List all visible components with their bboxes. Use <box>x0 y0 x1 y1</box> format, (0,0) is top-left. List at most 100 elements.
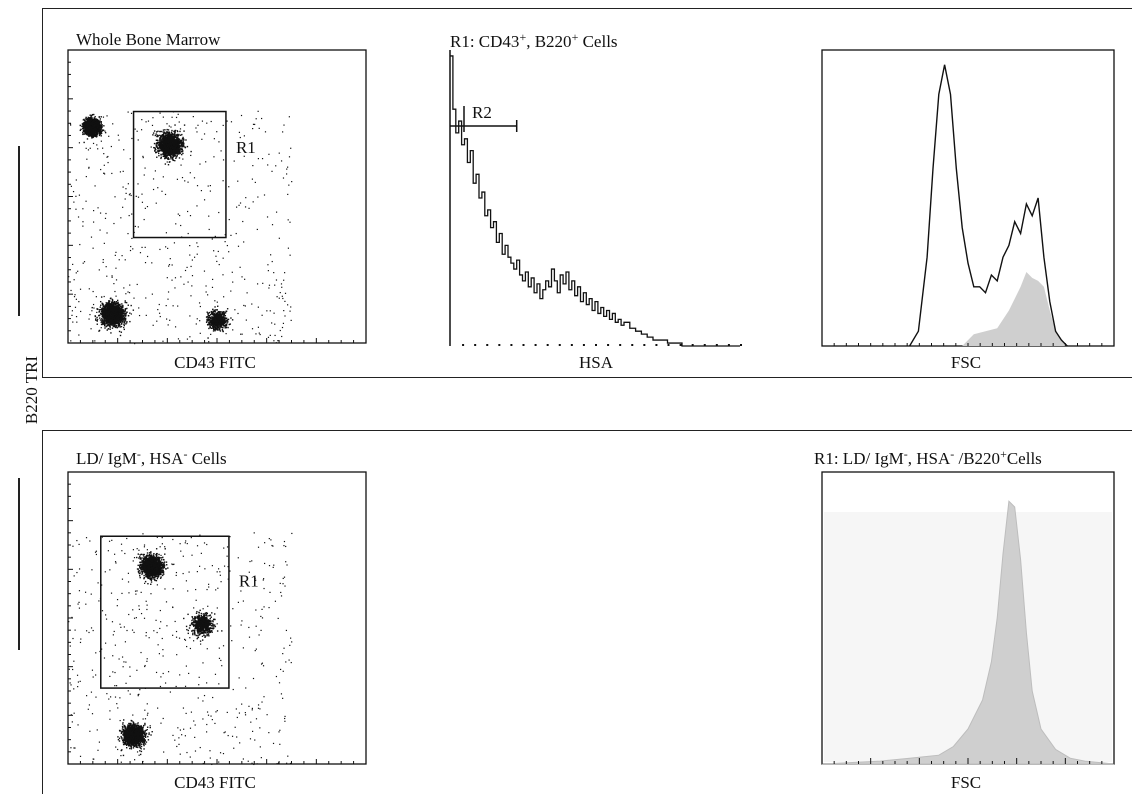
plot1-event <box>85 133 88 136</box>
plot1-event <box>89 114 91 116</box>
plot1-event <box>159 146 161 148</box>
plot1-event <box>87 127 90 129</box>
plot1-event <box>173 154 176 156</box>
plot1-event <box>170 143 172 145</box>
plot1-event <box>165 156 168 159</box>
plot1-event <box>175 156 178 158</box>
plot1-event <box>99 130 101 133</box>
plot1-event <box>171 141 174 144</box>
plot1-event <box>154 147 156 150</box>
plot1-event <box>92 135 95 137</box>
plot1-event <box>160 130 162 133</box>
plot1-event <box>167 163 170 166</box>
plot1-event <box>169 140 171 142</box>
plot1-event <box>98 134 101 137</box>
plot1-event <box>158 154 160 157</box>
plot1-event <box>169 152 171 154</box>
plot1-event <box>172 155 175 157</box>
plot1-event <box>169 139 172 141</box>
plot1-event <box>91 132 93 134</box>
plot1-event <box>171 129 173 132</box>
plot1-event <box>98 133 101 135</box>
plot1-event <box>126 307 128 310</box>
plot1-event <box>165 143 168 145</box>
plot1-event <box>161 135 163 137</box>
plot1-event <box>163 137 165 139</box>
plot1-event <box>173 142 176 144</box>
plot1-event <box>177 145 180 147</box>
plot1-events <box>68 110 293 345</box>
plot1-event <box>173 153 176 155</box>
plot1-event <box>103 321 105 323</box>
plot1-event <box>89 129 92 131</box>
plot1-event <box>87 134 89 136</box>
plot1-event <box>84 120 87 123</box>
plot1-event <box>94 133 97 136</box>
plot1-event <box>162 155 164 157</box>
plot1-event <box>173 142 176 145</box>
plot1-event <box>101 309 103 312</box>
plot1-event <box>164 136 166 139</box>
plot1-event <box>98 314 100 317</box>
plot1-event <box>88 133 90 135</box>
plot1-event <box>156 146 159 148</box>
plot1-event <box>177 153 180 155</box>
plot1-event <box>157 150 159 153</box>
plot1-event <box>174 150 177 152</box>
plot1-event <box>179 141 181 144</box>
plot1-event <box>168 138 171 140</box>
plot1-event <box>174 145 177 147</box>
plot1-event <box>91 119 93 121</box>
plot1-event <box>89 117 92 119</box>
plot1-event <box>90 115 93 117</box>
plot1-event <box>176 148 179 150</box>
plot1-event <box>167 129 170 131</box>
plot1-event <box>171 135 173 138</box>
plot1-event <box>79 129 82 132</box>
plot1-event <box>120 331 123 333</box>
plot1-event <box>98 125 100 128</box>
plot1-event <box>120 325 123 328</box>
plot1-event <box>116 326 118 329</box>
plot1-event <box>92 122 95 125</box>
plot1-event <box>166 152 169 154</box>
plot1-event <box>158 141 160 144</box>
plot1-event <box>174 144 176 146</box>
plot1-event <box>160 135 162 138</box>
plot1-event <box>91 135 93 137</box>
plot1-event <box>100 135 102 137</box>
plot1-event <box>162 131 164 133</box>
plot1-event <box>164 139 166 142</box>
plot1-event <box>180 142 182 144</box>
plot1-event <box>175 148 177 150</box>
plot1-ticks <box>67 49 367 344</box>
plot1-event <box>87 131 89 134</box>
plot1-event <box>117 301 119 304</box>
plot1-event <box>156 142 158 144</box>
plot1-event <box>171 157 174 160</box>
plot1-event <box>163 138 165 141</box>
plot1-event <box>173 130 175 133</box>
plot1-event <box>160 138 162 141</box>
plot1-event <box>98 311 100 313</box>
plot4-title-a: LD/ IgM <box>76 449 137 468</box>
plot1-event <box>159 130 161 133</box>
y-axis-bar-lower <box>18 478 20 650</box>
plot1-event <box>171 156 173 158</box>
plot1-event <box>183 124 186 126</box>
plot1-event <box>93 132 95 134</box>
plot1-event <box>93 121 96 123</box>
plot1-event <box>99 126 102 129</box>
plot1-event <box>181 137 184 140</box>
plot1-event <box>92 119 94 121</box>
plot1-event <box>92 124 94 127</box>
plot1-event <box>152 134 154 136</box>
plot1-event <box>129 312 131 314</box>
plot1-event <box>162 134 165 136</box>
plot1-event <box>182 152 184 155</box>
plot1-event <box>173 139 176 141</box>
plot1-event <box>178 152 180 154</box>
plot1-event <box>155 142 158 145</box>
plot1-event <box>84 131 86 133</box>
plot1-event <box>174 147 177 149</box>
